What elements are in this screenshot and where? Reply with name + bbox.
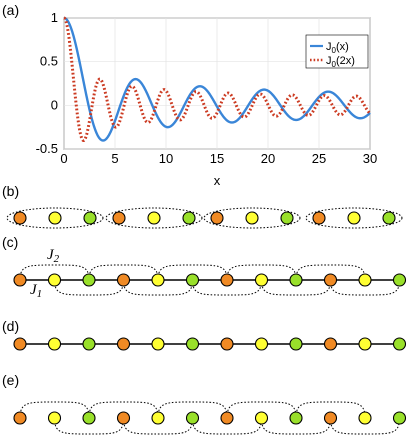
site-yellow [254, 273, 269, 287]
panel-d-chain [13, 337, 407, 351]
x-tick-label: 15 [210, 151, 224, 166]
site-yellow [151, 411, 165, 425]
coupling-label-j2: J2 [47, 247, 60, 265]
site-green [182, 211, 196, 225]
site-green [82, 337, 96, 351]
legend: J0(x) J0(2x) [305, 34, 369, 69]
series-group [63, 16, 371, 142]
site-yellow [254, 337, 269, 351]
y-tick-label: 0.5 [40, 54, 58, 69]
site-yellow [245, 211, 259, 225]
site-yellow [147, 211, 161, 225]
site-green [82, 411, 96, 425]
trimer-ellipse [203, 207, 301, 229]
coupling-label-j1: J1 [30, 282, 42, 300]
site-green [185, 337, 200, 351]
series-line-2 [63, 16, 371, 142]
series-line-1 [63, 16, 371, 142]
site-green [289, 273, 303, 287]
site-green [82, 273, 96, 287]
panel-e-chain [13, 401, 407, 435]
x-tick-label: 25 [312, 151, 326, 166]
site-orange [116, 273, 131, 287]
y-ticks: -0.5 0 0.5 1 [36, 10, 58, 156]
x-tick-label: 20 [261, 151, 275, 166]
site-green [185, 273, 200, 287]
site-yellow [358, 337, 372, 351]
y-tick-label: 1 [51, 10, 58, 25]
nnn-coupling-arc [295, 401, 366, 419]
site-yellow [347, 211, 361, 225]
trimer-ellipse [305, 207, 403, 229]
nnn-coupling-arc [88, 401, 159, 419]
site-yellow [47, 411, 62, 425]
x-axis-label: x [214, 173, 221, 188]
panel-label-a: (a) [2, 2, 19, 18]
panel-label-c: (c) [2, 234, 18, 250]
x-tick-label: 30 [363, 151, 377, 166]
site-orange [323, 411, 338, 425]
site-orange [210, 211, 224, 225]
site-green [280, 211, 294, 225]
site-green [392, 411, 407, 425]
site-orange [116, 337, 131, 351]
x-ticks: 0 5 10 15 20 25 30 [60, 151, 377, 166]
site-yellow [47, 337, 62, 351]
site-green [289, 411, 303, 425]
site-orange [13, 211, 27, 225]
nnn-coupling-arc [123, 417, 193, 435]
panel-c-chain: J2 J1 [13, 247, 407, 300]
nnn-coupling-arc [157, 401, 228, 419]
trimer-ellipse [6, 207, 104, 229]
panel-label-d: (d) [2, 318, 19, 334]
site-yellow [48, 211, 62, 225]
site-yellow [151, 273, 165, 287]
panel-label-e: (e) [2, 372, 19, 388]
site-green [392, 337, 407, 351]
nnn-coupling-arc [261, 417, 331, 435]
site-orange [13, 411, 27, 425]
site-orange [323, 337, 338, 351]
y-tick-label: 0 [51, 97, 58, 112]
site-green [392, 273, 407, 287]
site-orange [220, 337, 234, 351]
legend-entry-series-2: J0(2x) [326, 55, 355, 69]
site-orange [220, 411, 234, 425]
site-green [185, 411, 200, 425]
site-yellow [151, 337, 165, 351]
panel-label-b: (b) [2, 183, 19, 199]
x-tick-label: 0 [60, 151, 67, 166]
site-orange [323, 273, 338, 287]
x-tick-label: 5 [111, 151, 118, 166]
panel-b-trimers [6, 207, 403, 229]
site-orange [116, 411, 131, 425]
site-orange [312, 211, 326, 225]
nnn-coupling-arc [54, 417, 124, 435]
site-yellow [358, 411, 372, 425]
legend-entry-series-1: J0(x) [326, 41, 349, 55]
site-green [382, 211, 396, 225]
bessel-chart: -0.500.51 0 5 10 15 20 25 30 x J0(x) J0(2x) [36, 10, 378, 188]
trimer-ellipse [105, 207, 203, 229]
nnn-coupling-arc [226, 401, 297, 419]
nnn-coupling-arc [19, 401, 90, 419]
site-orange [220, 273, 234, 287]
site-orange [112, 211, 126, 225]
site-green [289, 337, 303, 351]
site-orange [13, 337, 27, 351]
nnn-coupling-arc [192, 417, 262, 435]
site-orange [13, 273, 27, 287]
site-yellow [47, 273, 62, 287]
site-yellow [254, 411, 269, 425]
nnn-coupling-arc [330, 417, 400, 435]
site-green [83, 211, 97, 225]
legend-box [305, 34, 369, 69]
site-yellow [358, 273, 372, 287]
y-tick-label: -0.5 [36, 141, 58, 156]
x-tick-label: 10 [159, 151, 173, 166]
